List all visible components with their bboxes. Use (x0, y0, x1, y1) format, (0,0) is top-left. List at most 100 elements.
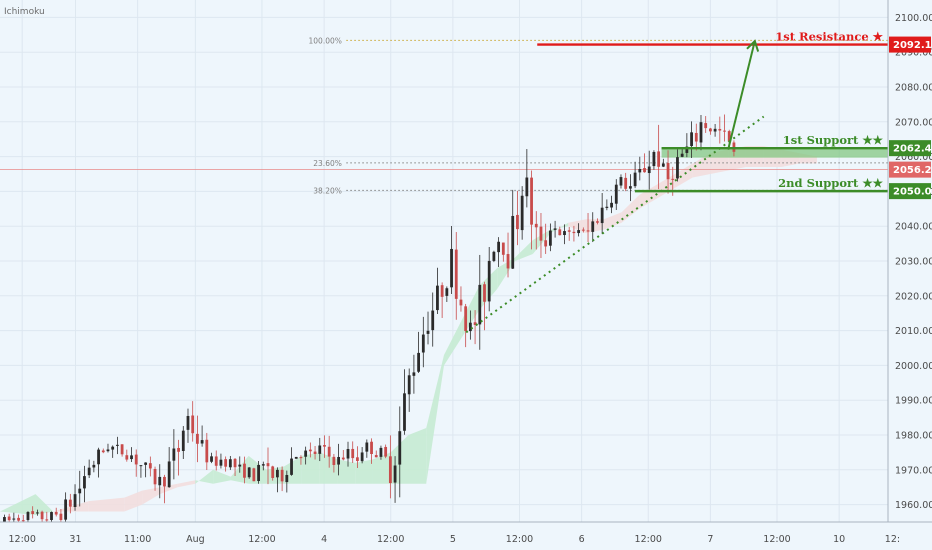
candle[interactable] (605, 199, 609, 211)
candle[interactable] (313, 446, 317, 460)
candle[interactable] (421, 316, 425, 368)
candle[interactable] (219, 453, 223, 469)
candle[interactable] (243, 456, 246, 484)
candle[interactable] (111, 445, 115, 458)
candle[interactable] (92, 460, 96, 473)
candle[interactable] (247, 467, 251, 479)
candle[interactable] (652, 150, 656, 170)
candle[interactable] (450, 226, 453, 294)
candle[interactable] (511, 189, 515, 270)
candle[interactable] (600, 193, 604, 234)
candle[interactable] (252, 467, 256, 482)
candle[interactable] (492, 250, 496, 263)
candle[interactable] (525, 149, 529, 208)
candle[interactable] (238, 456, 242, 473)
candle[interactable] (398, 406, 402, 498)
candle[interactable] (261, 461, 265, 471)
candle[interactable] (501, 242, 505, 262)
candle[interactable] (628, 174, 632, 202)
candle[interactable] (497, 237, 501, 267)
candle[interactable] (346, 441, 350, 467)
candle[interactable] (120, 444, 124, 457)
candle[interactable] (619, 174, 623, 189)
candle[interactable] (68, 493, 72, 514)
candle[interactable] (464, 303, 468, 348)
candle[interactable] (436, 267, 439, 315)
candle[interactable] (337, 443, 340, 476)
price-badge[interactable] (889, 36, 931, 53)
sr-levels[interactable]: 1st Resistance ★ 1st Support ★★ 2nd Suppor… (537, 30, 888, 193)
candle[interactable] (224, 456, 228, 472)
candle[interactable] (699, 114, 703, 151)
candle[interactable] (567, 226, 571, 241)
candle[interactable] (177, 439, 180, 476)
candle[interactable] (139, 465, 143, 478)
candle[interactable] (577, 223, 581, 237)
candle[interactable] (308, 442, 312, 458)
candle[interactable] (483, 281, 486, 331)
candle[interactable] (228, 455, 232, 470)
candle[interactable] (676, 149, 679, 182)
candle[interactable] (704, 116, 708, 133)
candle[interactable] (210, 452, 213, 464)
candle[interactable] (614, 179, 618, 210)
candle[interactable] (520, 186, 524, 240)
candle[interactable] (153, 466, 157, 491)
candle[interactable] (276, 467, 279, 493)
candle[interactable] (388, 435, 392, 499)
candle[interactable] (459, 286, 463, 312)
candle[interactable] (134, 449, 138, 477)
candle[interactable] (205, 432, 209, 470)
candle[interactable] (468, 310, 472, 340)
candle[interactable] (586, 213, 590, 243)
candle[interactable] (191, 401, 195, 442)
candle[interactable] (718, 116, 722, 144)
candle[interactable] (73, 484, 77, 511)
candle[interactable] (661, 158, 665, 168)
candle[interactable] (506, 232, 510, 278)
time-axis[interactable]: 12:00 31 11:00 Aug 12:00 4 12:00 5 12:00 6 12:00 7 1… (0, 521, 932, 550)
forecast-arrow[interactable] (727, 39, 760, 150)
candle[interactable] (624, 172, 628, 192)
candle[interactable] (130, 447, 133, 462)
candle[interactable] (417, 331, 421, 373)
candle[interactable] (643, 153, 646, 173)
candle[interactable] (723, 114, 726, 142)
candles[interactable] (3, 114, 736, 527)
candle[interactable] (558, 226, 562, 236)
candle[interactable] (374, 450, 378, 458)
candle[interactable] (365, 439, 369, 458)
candle[interactable] (54, 507, 58, 517)
candle[interactable] (407, 368, 411, 412)
candle[interactable] (294, 456, 298, 459)
candle[interactable] (351, 441, 355, 463)
candle[interactable] (516, 190, 519, 246)
candle[interactable] (440, 282, 444, 318)
candle[interactable] (572, 225, 576, 242)
price-badge[interactable] (889, 183, 931, 200)
price-badge[interactable] (889, 140, 931, 157)
candle[interactable] (97, 447, 100, 478)
candle[interactable] (530, 170, 533, 250)
candle[interactable] (341, 449, 345, 461)
candle[interactable] (186, 408, 190, 443)
candle[interactable] (370, 438, 373, 464)
candle[interactable] (356, 446, 359, 468)
candle[interactable] (633, 161, 637, 189)
candle[interactable] (304, 446, 308, 465)
candle[interactable] (473, 310, 477, 345)
candle[interactable] (690, 121, 693, 159)
candle[interactable] (539, 213, 543, 258)
candle[interactable] (87, 459, 91, 479)
candle[interactable] (431, 292, 435, 347)
candle[interactable] (379, 445, 383, 460)
candle[interactable] (544, 223, 548, 254)
candle[interactable] (685, 133, 689, 158)
candle[interactable] (167, 447, 171, 488)
candle[interactable] (332, 453, 336, 473)
candle[interactable] (694, 123, 698, 151)
candle[interactable] (64, 492, 68, 522)
candle[interactable] (271, 465, 275, 481)
candle[interactable] (299, 455, 303, 465)
